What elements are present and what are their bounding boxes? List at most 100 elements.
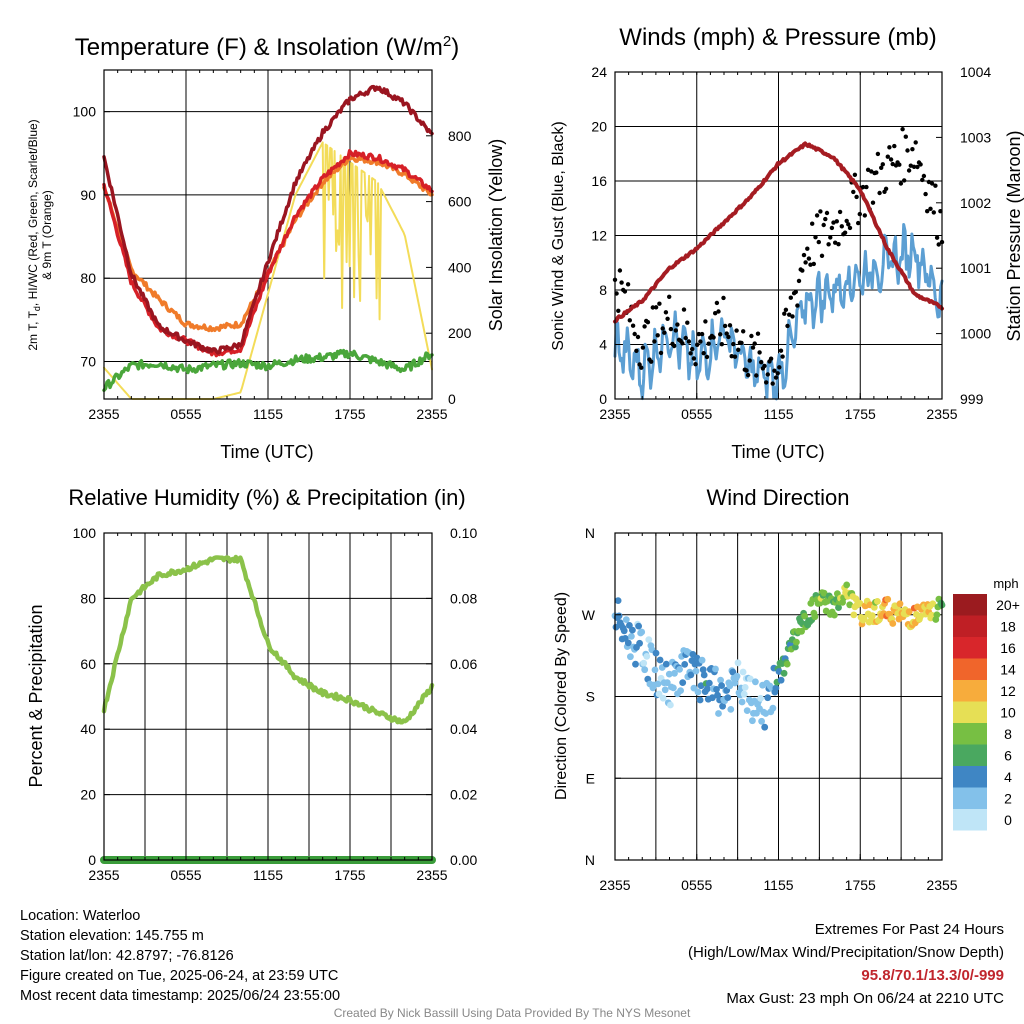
direction-point xyxy=(739,668,747,676)
wind-xtick-label: 1755 xyxy=(845,406,876,422)
extremes-legend: (High/Low/Max Wind/Precipitation/Snow De… xyxy=(688,944,1004,961)
gust-point xyxy=(839,224,844,229)
gust-point xyxy=(875,151,881,157)
wind-title: Winds (mph) & Pressure (mb) xyxy=(619,24,936,51)
direction-point xyxy=(717,676,724,684)
gust-point xyxy=(836,242,841,247)
gust-point xyxy=(921,173,927,179)
wind-xtick-label: 1155 xyxy=(763,406,793,422)
temp-ytick-label: 90 xyxy=(80,187,96,203)
temp-xtick-label: 2355 xyxy=(88,406,119,422)
wind-xtick-label: 2355 xyxy=(599,406,630,422)
direction-point xyxy=(655,690,663,698)
gust-point xyxy=(890,161,895,167)
gust-point xyxy=(892,143,897,149)
direction-point xyxy=(681,661,689,668)
gust-point xyxy=(795,303,800,308)
solar-ylabel: Solar Insolation (Yellow) xyxy=(486,139,506,331)
legend-swatch xyxy=(953,809,987,831)
max-gust-text: Max Gust: 23 mph On 06/24 at 2210 UTC xyxy=(726,990,1004,1007)
direction-point xyxy=(719,702,726,710)
legend-label: 18 xyxy=(1000,618,1016,634)
direction-point xyxy=(835,604,842,611)
wind-xtick-label: 2355 xyxy=(926,406,957,422)
gust-point xyxy=(721,295,726,301)
direction-panel: Wind Direction 2355 0555 1155 1755 2355NESWN… xyxy=(553,485,1020,893)
gust-point xyxy=(688,351,693,356)
gust-point xyxy=(726,334,731,340)
gust-point xyxy=(828,235,833,240)
gust-point xyxy=(851,189,856,195)
direction-point xyxy=(643,653,651,660)
direction-point xyxy=(929,600,937,608)
gust-point xyxy=(731,341,736,347)
dir-xtick-label: 1155 xyxy=(763,877,793,893)
gust-point xyxy=(902,178,907,183)
direction-point xyxy=(694,688,702,696)
dir-xtick-label: 2355 xyxy=(599,877,630,893)
direction-point xyxy=(724,694,732,701)
direction-point xyxy=(699,666,707,674)
direction-point xyxy=(762,710,770,717)
legend-swatch xyxy=(953,766,987,788)
direction-ylabel: Direction (Colored By Speed) xyxy=(553,592,570,800)
gust-point xyxy=(814,213,820,218)
gust-point xyxy=(819,253,825,258)
gust-point xyxy=(910,147,915,152)
rh-ytick-label: 40 xyxy=(80,721,96,737)
direction-point xyxy=(727,706,735,713)
direction-point xyxy=(820,589,828,597)
temp-ytick-label: 80 xyxy=(80,270,96,286)
gust-point xyxy=(645,320,651,325)
gust-point xyxy=(655,333,660,338)
direction-point xyxy=(868,612,876,620)
solar-ytick-label: 0 xyxy=(448,391,456,407)
temperature-ylabel-line2: & 9m T (Orange) xyxy=(40,190,54,280)
wind-panel: Winds (mph) & Pressure (mb) 2355 0555 1155… xyxy=(550,24,1024,462)
gust-point xyxy=(796,278,802,284)
direction-point xyxy=(746,675,754,683)
direction-point xyxy=(676,666,683,673)
gust-point xyxy=(879,165,884,170)
direction-point xyxy=(743,707,751,714)
direction-point xyxy=(661,686,669,694)
gust-point xyxy=(911,164,917,169)
gust-point xyxy=(885,154,890,159)
gust-point xyxy=(634,348,639,353)
wind-xlabel: Time (UTC) xyxy=(731,442,824,462)
gust-point xyxy=(718,332,723,337)
direction-point xyxy=(615,612,623,620)
gust-point xyxy=(745,372,751,378)
direction-point xyxy=(703,685,711,693)
direction-point xyxy=(775,668,783,675)
direction-point xyxy=(677,687,684,694)
gust-point xyxy=(762,363,767,369)
legend-label: 2 xyxy=(1004,790,1012,806)
direction-point xyxy=(687,671,695,679)
wind-ytick-label: 12 xyxy=(591,228,607,244)
direction-point xyxy=(624,639,632,647)
gust-point xyxy=(897,162,902,167)
gust-point xyxy=(823,216,828,222)
dir-ytick-label: S xyxy=(586,689,595,705)
gust-point xyxy=(903,134,908,139)
rh-ytick-label: 100 xyxy=(73,525,97,541)
direction-point xyxy=(874,598,881,605)
gust-point xyxy=(724,331,729,336)
wind-ytick-label: 0 xyxy=(599,391,607,407)
wind-xtick-label: 0555 xyxy=(681,406,712,422)
pressure-line xyxy=(613,141,944,324)
direction-point xyxy=(612,623,620,631)
gust-point xyxy=(693,362,698,367)
direction-point xyxy=(652,649,660,657)
direction-point xyxy=(917,612,924,620)
gust-point xyxy=(668,326,674,332)
direction-point xyxy=(671,669,678,677)
gust-point xyxy=(854,194,859,200)
direction-point xyxy=(665,670,673,678)
wind-ytick-label: 24 xyxy=(591,64,607,80)
direction-point xyxy=(713,686,720,693)
gust-point xyxy=(704,354,710,360)
extremes-title: Extremes For Past 24 Hours xyxy=(814,921,1004,938)
created-text: Figure created on Tue, 2025-06-24, at 23… xyxy=(20,968,339,984)
